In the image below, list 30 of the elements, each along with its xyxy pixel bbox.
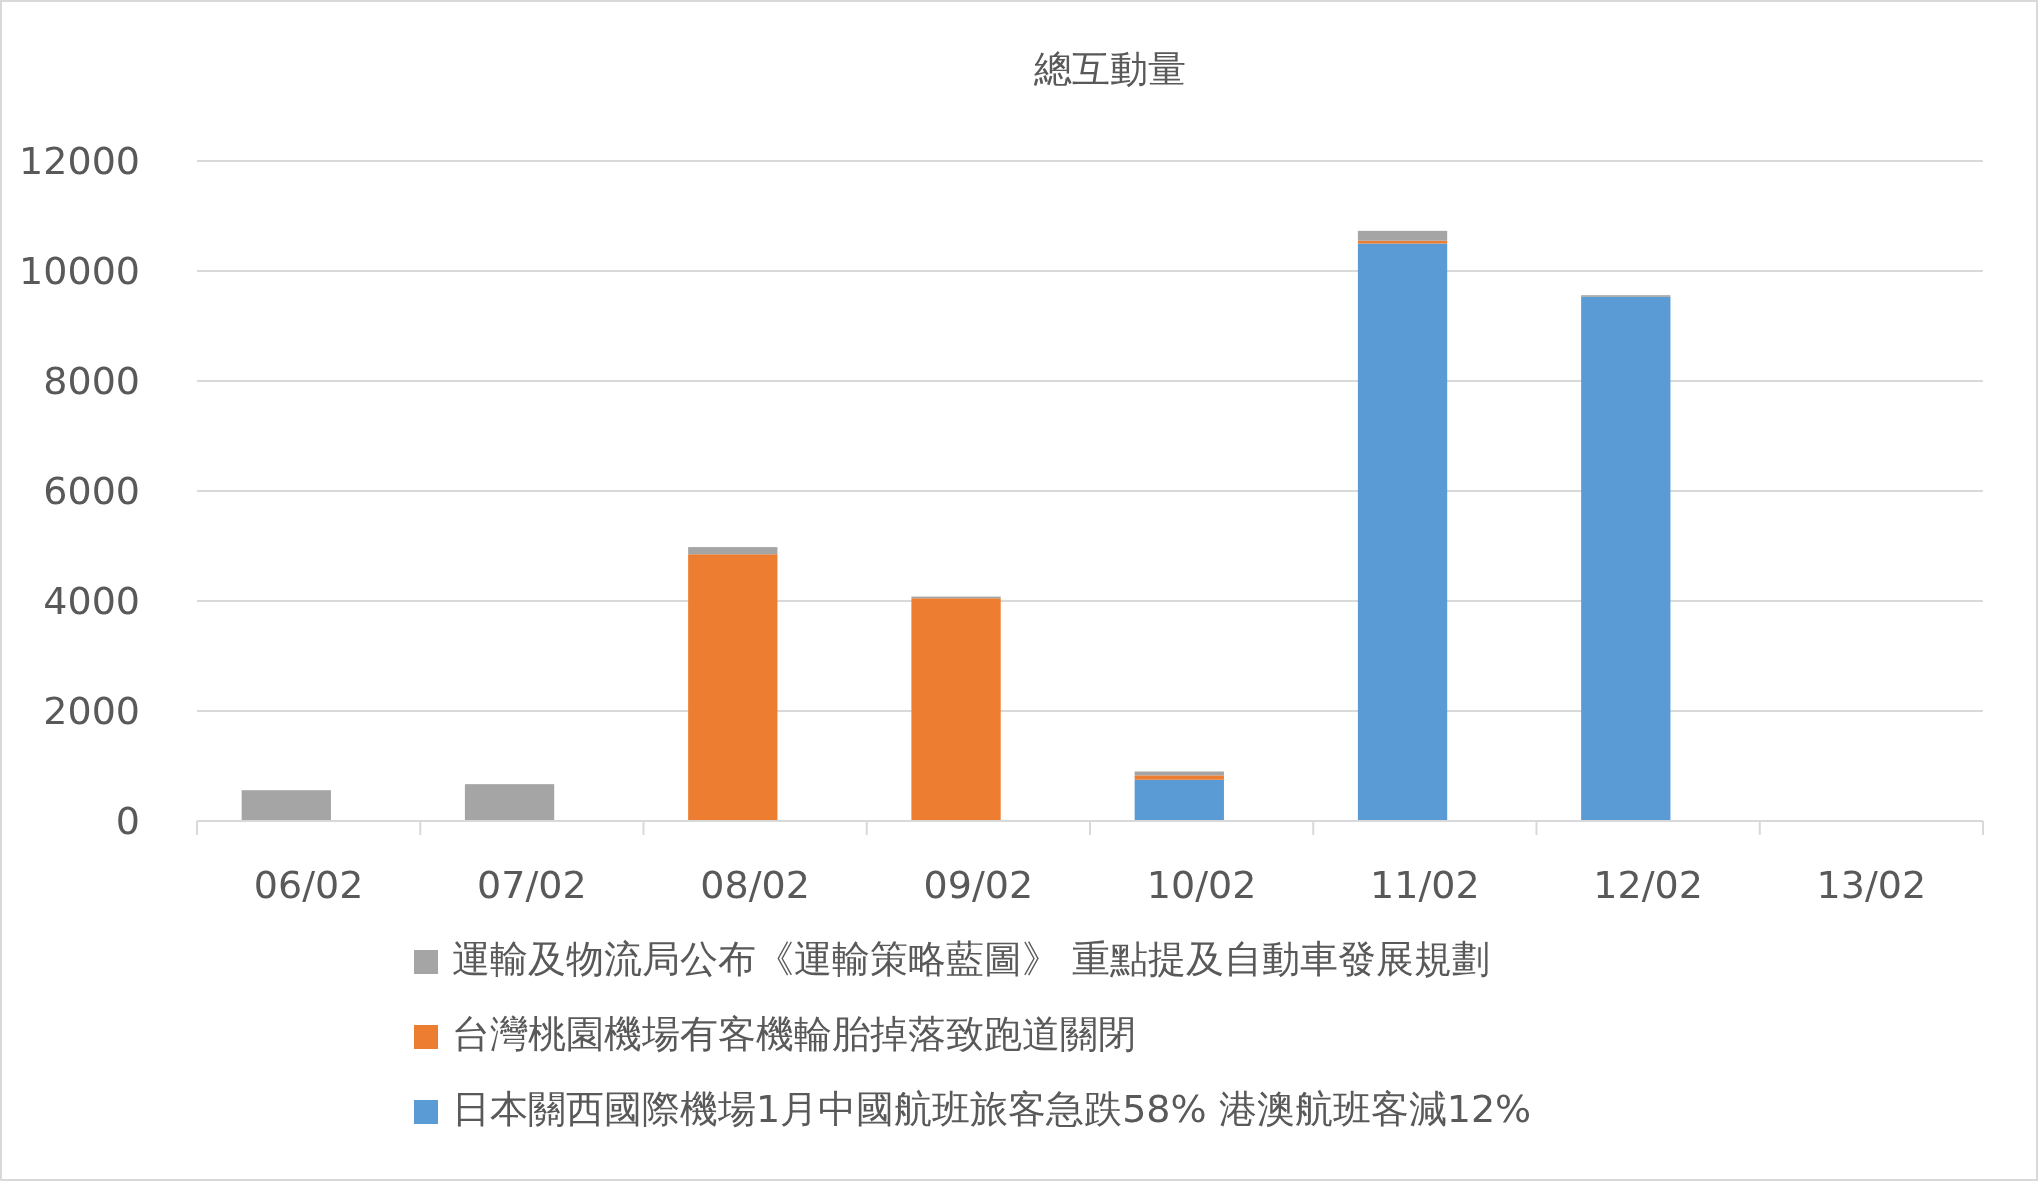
x-tick-label: 08/02 xyxy=(700,863,810,907)
y-tick-label: 0 xyxy=(115,799,140,843)
x-tick-label: 13/02 xyxy=(1816,863,1927,907)
x-tick-label: 11/02 xyxy=(1370,863,1480,907)
y-tick-label: 6000 xyxy=(43,469,140,513)
bar xyxy=(241,790,331,821)
bar xyxy=(911,598,1001,821)
bar xyxy=(1134,779,1224,821)
y-tick-label: 12000 xyxy=(19,139,140,183)
bar xyxy=(464,784,555,821)
bar xyxy=(688,547,778,555)
bar xyxy=(1357,243,1448,821)
y-tick-label: 10000 xyxy=(19,249,140,293)
bar xyxy=(1134,775,1224,780)
x-tick-label: 12/02 xyxy=(1593,863,1703,907)
chart-title: 總互動量 xyxy=(1033,47,1186,91)
x-tick-label: 06/02 xyxy=(253,863,364,907)
x-tick-label: 10/02 xyxy=(1146,863,1257,907)
y-tick-label: 4000 xyxy=(43,579,140,623)
y-tick-label: 8000 xyxy=(43,359,140,403)
bar xyxy=(1581,296,1671,821)
y-tick-label: 2000 xyxy=(43,689,140,733)
x-tick-label: 07/02 xyxy=(477,863,587,907)
legend-label: 日本關西國際機場1月中國航班旅客急跌58% 港澳航班客減12% xyxy=(452,1087,1532,1131)
bar xyxy=(688,554,778,821)
bar xyxy=(1357,240,1448,244)
x-tick-label: 09/02 xyxy=(923,863,1034,907)
legend-label: 運輸及物流局公布《運輸策略藍圖》 重點提及自動車發展規劃 xyxy=(452,937,1491,981)
legend-label: 台灣桃園機場有客機輪胎掉落致跑道關閉 xyxy=(452,1012,1136,1056)
bar xyxy=(1357,230,1448,241)
